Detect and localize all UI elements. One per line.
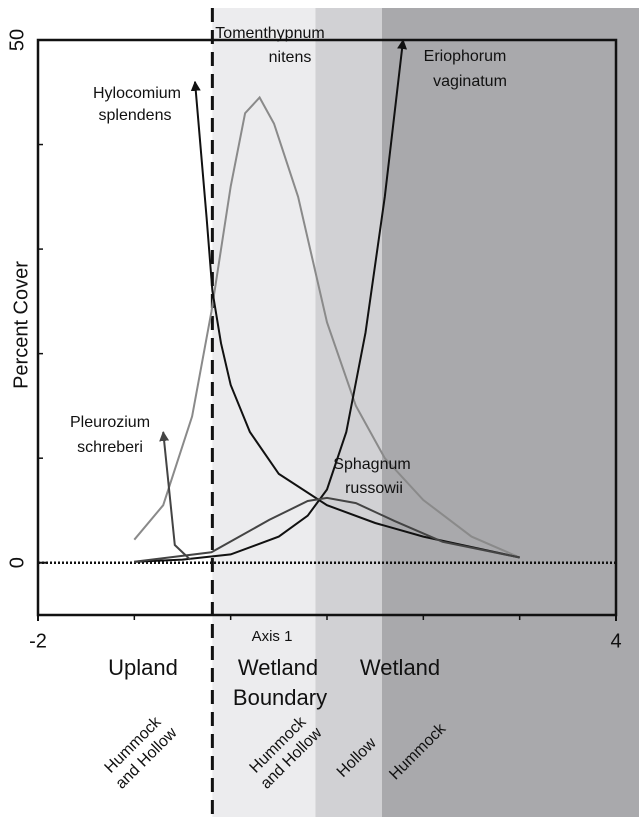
series-line: [134, 496, 520, 563]
series-line: [133, 95, 521, 559]
region-label: Wetland: [360, 655, 440, 680]
series-label: splendens: [99, 107, 172, 124]
x-tick-label: -2: [29, 630, 47, 652]
series-label: Hylocomium: [93, 85, 181, 102]
y-tick-label: 0: [6, 557, 28, 568]
series-label: Pleurozium: [70, 414, 150, 431]
series-label: russowii: [345, 480, 403, 497]
x-axis-label: Axis 1: [252, 628, 293, 645]
series-line: [159, 431, 191, 561]
series-label: Tomenthypnum: [215, 25, 324, 42]
y-axis-label: Percent Cover: [10, 261, 32, 389]
region-label: Upland: [108, 655, 178, 680]
x-tick-label: 4: [610, 630, 621, 652]
series-line: [190, 80, 520, 559]
series-label: schreberi: [77, 439, 143, 456]
series-label: Sphagnum: [333, 456, 410, 473]
region-label: Boundary: [233, 685, 327, 710]
series-label: Eriophorum: [424, 48, 507, 65]
zone: [381, 8, 639, 817]
series-label: nitens: [269, 49, 312, 66]
region-label: Wetland: [238, 655, 318, 680]
zone: [315, 8, 382, 817]
y-tick-label: 50: [6, 29, 28, 51]
series-line: [134, 39, 408, 563]
zone: [212, 8, 316, 817]
series-label: vaginatum: [433, 73, 507, 90]
